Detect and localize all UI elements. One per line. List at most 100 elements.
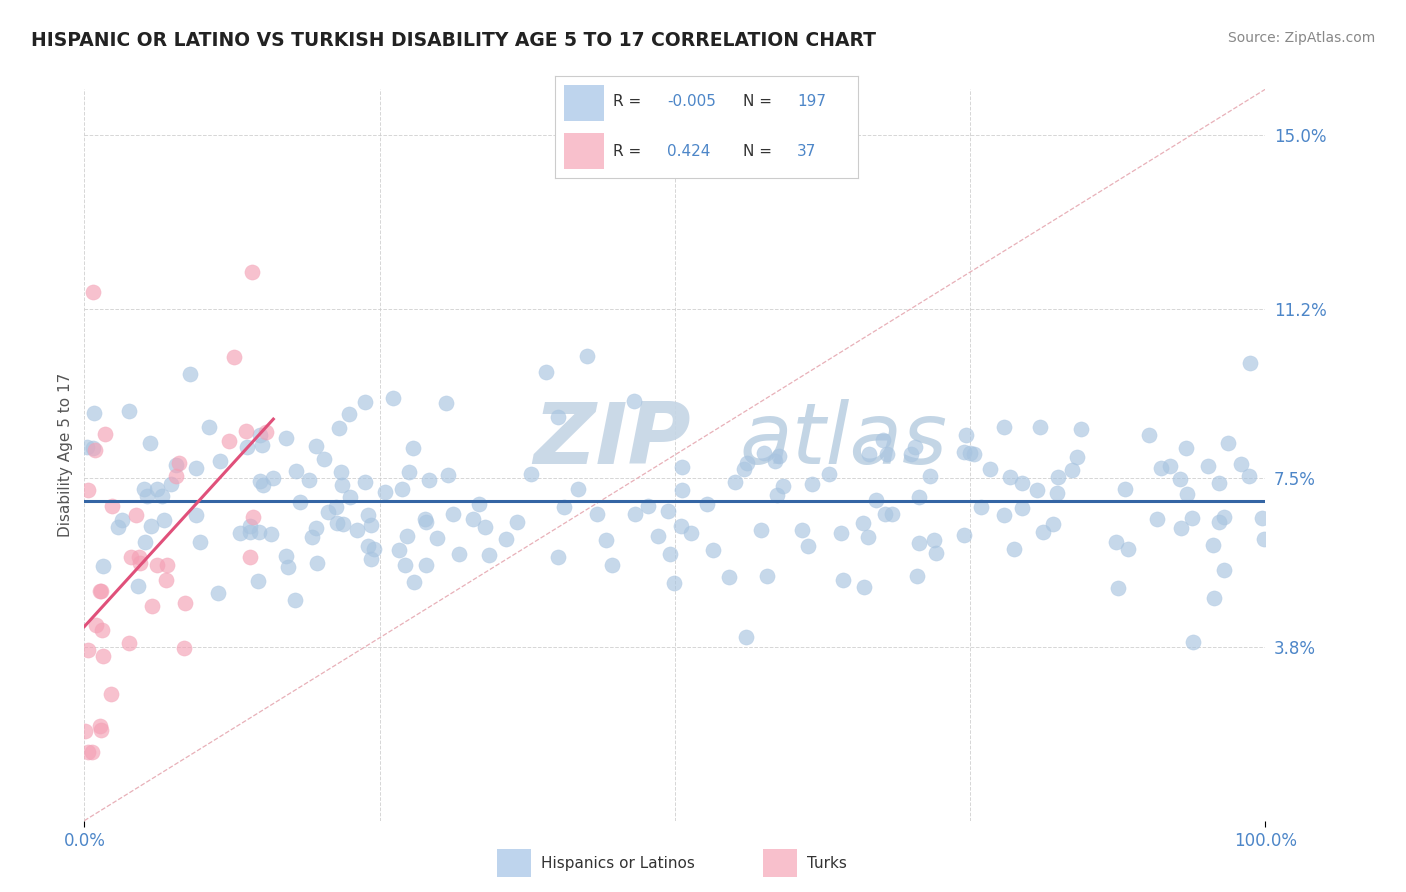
Point — [600, 558, 623, 572]
Point — [1174, 442, 1197, 456]
Point — [1137, 427, 1160, 442]
Point — [396, 529, 419, 543]
Point — [249, 474, 271, 488]
Point — [671, 459, 693, 474]
Point — [134, 535, 156, 549]
FancyBboxPatch shape — [498, 849, 531, 877]
Point — [474, 519, 496, 533]
Point — [360, 517, 382, 532]
Point — [1060, 463, 1083, 477]
Point — [360, 552, 382, 566]
Point — [249, 427, 271, 442]
Point — [186, 461, 208, 475]
Point — [90, 723, 112, 738]
Point — [818, 467, 841, 482]
Point — [94, 427, 117, 442]
Point — [262, 471, 284, 485]
Point — [398, 466, 420, 480]
Point — [246, 574, 269, 588]
Point — [242, 510, 264, 524]
Point — [1230, 457, 1253, 471]
Point — [679, 526, 702, 541]
Point — [167, 456, 190, 470]
Point — [394, 558, 416, 572]
Point — [346, 524, 368, 538]
Point — [339, 491, 361, 505]
Point — [993, 420, 1015, 434]
Text: N =: N = — [742, 144, 772, 159]
Point — [567, 482, 589, 496]
Point — [101, 499, 124, 513]
Point — [145, 558, 167, 572]
Point — [82, 285, 104, 299]
Point — [534, 366, 557, 380]
Point — [856, 530, 879, 544]
Point — [1114, 483, 1136, 497]
Point — [800, 476, 823, 491]
Point — [1212, 510, 1234, 524]
Point — [239, 550, 262, 565]
Point — [575, 349, 598, 363]
Point — [240, 265, 263, 279]
Point — [979, 461, 1001, 475]
Text: Source: ZipAtlas.com: Source: ZipAtlas.com — [1227, 31, 1375, 45]
Point — [1029, 420, 1052, 434]
Point — [239, 519, 262, 533]
Point — [1213, 563, 1236, 577]
FancyBboxPatch shape — [762, 849, 797, 877]
Point — [790, 523, 813, 537]
FancyBboxPatch shape — [564, 133, 603, 169]
Y-axis label: Disability Age 5 to 17: Disability Age 5 to 17 — [58, 373, 73, 537]
Point — [623, 393, 645, 408]
Point — [132, 482, 155, 496]
Point — [128, 549, 150, 564]
Point — [875, 508, 897, 522]
Point — [1170, 521, 1192, 535]
Point — [763, 454, 786, 468]
Point — [1011, 475, 1033, 490]
Point — [832, 573, 855, 587]
Point — [209, 454, 232, 468]
Point — [1116, 541, 1139, 556]
Point — [547, 410, 569, 425]
Point — [749, 523, 772, 537]
Point — [388, 543, 411, 558]
Point — [441, 507, 464, 521]
Point — [1250, 511, 1272, 525]
Point — [905, 568, 928, 582]
Point — [374, 485, 396, 500]
Point — [1046, 486, 1069, 500]
Point — [963, 447, 986, 461]
Point — [718, 570, 741, 584]
Point — [506, 515, 529, 529]
Point — [252, 478, 274, 492]
Point — [876, 447, 898, 461]
Point — [908, 490, 931, 504]
Point — [425, 532, 447, 546]
Point — [174, 596, 197, 610]
Point — [236, 440, 259, 454]
Point — [852, 516, 875, 531]
Point — [250, 437, 273, 451]
Point — [1216, 436, 1239, 450]
Text: HISPANIC OR LATINO VS TURKISH DISABILITY AGE 5 TO 17 CORRELATION CHART: HISPANIC OR LATINO VS TURKISH DISABILITY… — [31, 31, 876, 50]
Point — [207, 586, 229, 600]
Point — [186, 508, 208, 522]
Point — [1181, 634, 1204, 648]
Point — [75, 723, 97, 738]
Point — [84, 442, 107, 457]
Point — [1070, 422, 1092, 436]
Point — [872, 433, 894, 447]
Point — [953, 444, 976, 458]
Point — [76, 643, 98, 657]
Point — [198, 420, 221, 434]
Point — [391, 483, 413, 497]
Point — [1105, 535, 1128, 549]
Point — [953, 528, 976, 542]
Point — [1239, 468, 1261, 483]
Text: atlas: atlas — [740, 399, 948, 482]
Point — [1197, 459, 1219, 474]
Point — [922, 533, 945, 547]
Point — [254, 425, 277, 439]
Point — [415, 558, 437, 573]
